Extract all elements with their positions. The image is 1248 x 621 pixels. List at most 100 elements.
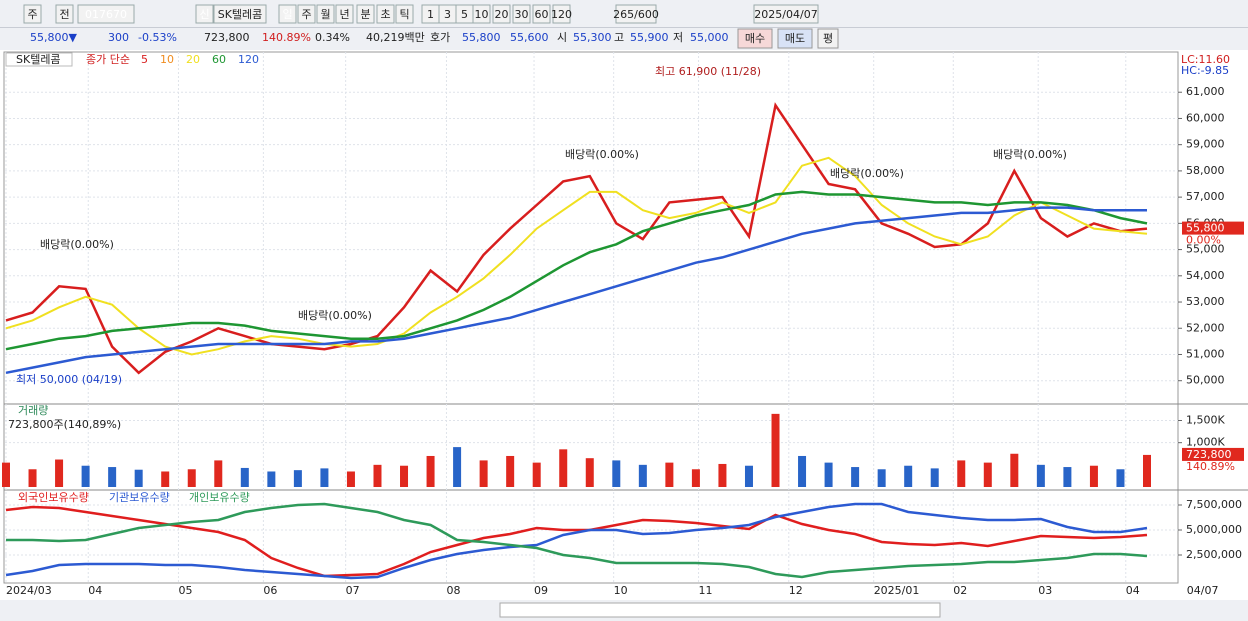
toolbar-button[interactable]: [278, 4, 297, 24]
toolbar-label[interactable]: 017670: [85, 8, 127, 21]
toolbar-label[interactable]: 120: [551, 8, 572, 21]
info-field: 호가: [430, 31, 450, 44]
series-line: [5, 505, 1148, 578]
toolbar-button[interactable]: [552, 4, 571, 24]
toolbar-button[interactable]: [77, 4, 135, 24]
toolbar-label[interactable]: 20: [495, 8, 509, 21]
volume-bar: [373, 464, 382, 487]
volume-bar: [240, 467, 249, 487]
volume-bar: [28, 469, 37, 487]
volume-bar: [585, 458, 594, 487]
toolbar-button[interactable]: [55, 4, 74, 24]
order-button-label[interactable]: 매도: [785, 32, 805, 45]
toolbar-label[interactable]: 년: [339, 8, 349, 21]
toolbar-button[interactable]: [376, 4, 395, 24]
pane-subtitle: 723,800주(140,89%): [8, 418, 121, 431]
toolbar-button[interactable]: [335, 4, 354, 24]
info-field: 저: [673, 31, 683, 44]
toolbar-button[interactable]: [195, 4, 214, 24]
toolbar-label[interactable]: 60: [535, 8, 549, 21]
toolbar-label[interactable]: 신: [199, 8, 209, 21]
toolbar-label[interactable]: 전: [59, 8, 69, 21]
volume-bar: [851, 467, 860, 487]
toolbar-label[interactable]: 초: [380, 8, 390, 21]
volume-bar: [877, 469, 886, 487]
order-button[interactable]: [777, 28, 813, 49]
current-volume: 723,800: [1186, 448, 1232, 461]
legend-entry: 20: [186, 53, 200, 66]
chart-annotation: 최저 50,000 (04/19): [16, 373, 122, 386]
change-label: 0.00%: [1186, 234, 1221, 247]
toolbar-label[interactable]: 30: [515, 8, 529, 21]
toolbar-button[interactable]: [753, 4, 819, 24]
toolbar-label[interactable]: 3: [444, 8, 451, 21]
y-tick-label: 54,000: [1186, 269, 1225, 282]
toolbar-button[interactable]: [356, 4, 375, 24]
x-tick-label: 11: [699, 584, 713, 597]
toolbar-label[interactable]: 틱: [399, 8, 409, 21]
toolbar-button[interactable]: [615, 4, 657, 24]
toolbar-button[interactable]: [316, 4, 335, 24]
toolbar-button[interactable]: [213, 4, 267, 24]
toolbar-button[interactable]: [492, 4, 511, 24]
volume-bar: [824, 462, 833, 487]
toolbar-label[interactable]: 5: [461, 8, 468, 21]
order-button[interactable]: [737, 28, 773, 49]
volume-bar: [532, 462, 541, 487]
info-field: 시: [557, 31, 567, 44]
y-tick-label: 51,000: [1186, 347, 1225, 360]
lc-label: LC:11.60: [1181, 53, 1230, 66]
toolbar-button[interactable]: [532, 4, 551, 24]
toolbar-label[interactable]: 10: [475, 8, 489, 21]
x-tick-label: 10: [614, 584, 628, 597]
toolbar-label[interactable]: 1: [427, 8, 434, 21]
info-field: 55,900: [630, 31, 669, 44]
toolbar-label[interactable]: 일: [282, 7, 292, 21]
toolbar-button[interactable]: [297, 4, 316, 24]
series-line: [5, 206, 1147, 375]
chart-frame: [3, 51, 1179, 584]
series-line: [5, 102, 1148, 375]
volume-bar: [665, 462, 674, 487]
volume-bar: [930, 468, 939, 487]
toolbar-label[interactable]: 2025/04/07: [754, 8, 817, 21]
volume-bar: [718, 463, 727, 487]
toolbar-button[interactable]: [472, 4, 491, 24]
y-tick-label: 5,000,000: [1186, 523, 1242, 536]
volume-bar: [346, 471, 355, 487]
series-line: [5, 190, 1148, 351]
x-tick-label: 04: [1126, 584, 1140, 597]
volume-bar: [1010, 453, 1019, 487]
x-tick-label: 07: [346, 584, 360, 597]
series-line: [6, 502, 1148, 579]
volume-bar: [55, 459, 64, 487]
volume-bar: [108, 467, 117, 487]
order-button-label[interactable]: 매수: [745, 32, 765, 45]
y-tick-label: 57,000: [1186, 190, 1225, 203]
order-button[interactable]: [817, 28, 839, 49]
toolbar-button[interactable]: [512, 4, 531, 24]
toolbar-button[interactable]: [23, 4, 42, 24]
toolbar-button[interactable]: [395, 4, 414, 24]
y-tick-label: 59,000: [1186, 138, 1225, 151]
toolbar-label[interactable]: 265/600: [613, 8, 659, 21]
toolbar-label[interactable]: 주: [27, 8, 37, 21]
order-button-label[interactable]: 평: [823, 32, 833, 45]
scroll-thumb[interactable]: [499, 602, 941, 618]
toolbar-label[interactable]: 주: [301, 8, 311, 21]
y-tick-label: 58,000: [1186, 164, 1225, 177]
info-field: 고: [614, 31, 624, 44]
x-tick-label: 12: [789, 584, 803, 597]
current-volume-box: [1182, 447, 1244, 461]
y-tick-label: 1,000K: [1186, 436, 1225, 449]
toolbar-label[interactable]: SK텔레콤: [218, 8, 263, 21]
current-price-box: [1182, 221, 1244, 235]
legend-entry: 개인보유수량: [189, 491, 250, 504]
toolbar-label[interactable]: 월: [320, 8, 330, 21]
volume-bar: [187, 469, 196, 487]
info-field: 55,000: [690, 31, 729, 44]
x-tick-label: 08: [446, 584, 460, 597]
info-field: 55,800: [462, 31, 501, 44]
toolbar-label[interactable]: 분: [360, 8, 370, 21]
